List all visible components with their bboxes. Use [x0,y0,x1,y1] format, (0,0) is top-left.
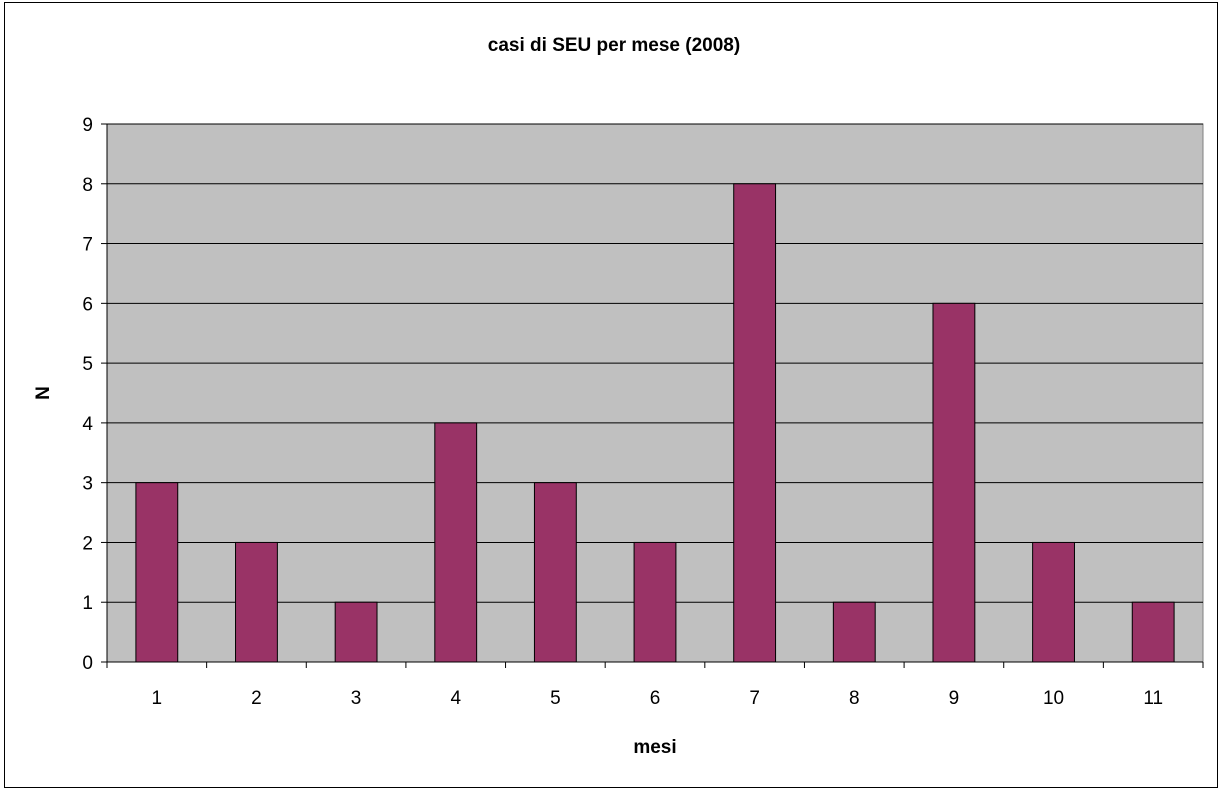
y-tick-label-0: 0 [82,653,93,674]
bar-6 [633,541,677,663]
axes [106,124,1203,663]
x-ticks: 1 2 3 4 5 6 7 8 9 10 11 [106,662,1204,709]
y-tick-label-3: 3 [82,474,93,495]
x-tick-label-8: 8 [849,688,860,709]
y-tick-label-9: 9 [82,115,93,136]
x-tick-label-3: 3 [351,688,362,709]
bar-3 [334,601,378,663]
chart-title: casi di SEU per mese (2008) [488,35,740,56]
y-tick-label-2: 2 [82,533,93,554]
bar-7 [733,183,777,663]
x-axis-label: mesi [633,737,676,758]
bar-2 [235,541,278,663]
x-tick-label-1: 1 [152,688,163,709]
y-tick-label-8: 8 [82,175,93,196]
bar-1 [135,482,179,663]
y-tick-label-1: 1 [82,593,93,614]
y-axis-label: N [33,386,54,400]
y-tick-label-6: 6 [82,294,93,315]
bars [135,183,1175,663]
bar-10 [1032,541,1075,663]
bar-9 [932,302,976,663]
x-tick-label-9: 9 [949,688,960,709]
x-tick-label-5: 5 [550,688,561,709]
x-tick-label-4: 4 [450,688,461,709]
x-tick-label-11: 11 [1143,688,1163,709]
y-tick-label-4: 4 [82,414,93,435]
y-tick-label-7: 7 [82,235,93,256]
y-tick-label-5: 5 [82,354,93,375]
bar-4 [434,422,478,663]
x-tick-label-10: 10 [1043,688,1064,709]
bar-11 [1131,601,1175,663]
bar-8 [832,601,876,663]
x-tick-label-6: 6 [650,688,661,709]
bar-5 [533,482,577,663]
x-tick-label-2: 2 [251,688,262,709]
x-tick-label-7: 7 [749,688,760,709]
y-ticks: 0 1 2 3 4 5 6 7 8 9 [82,115,107,674]
